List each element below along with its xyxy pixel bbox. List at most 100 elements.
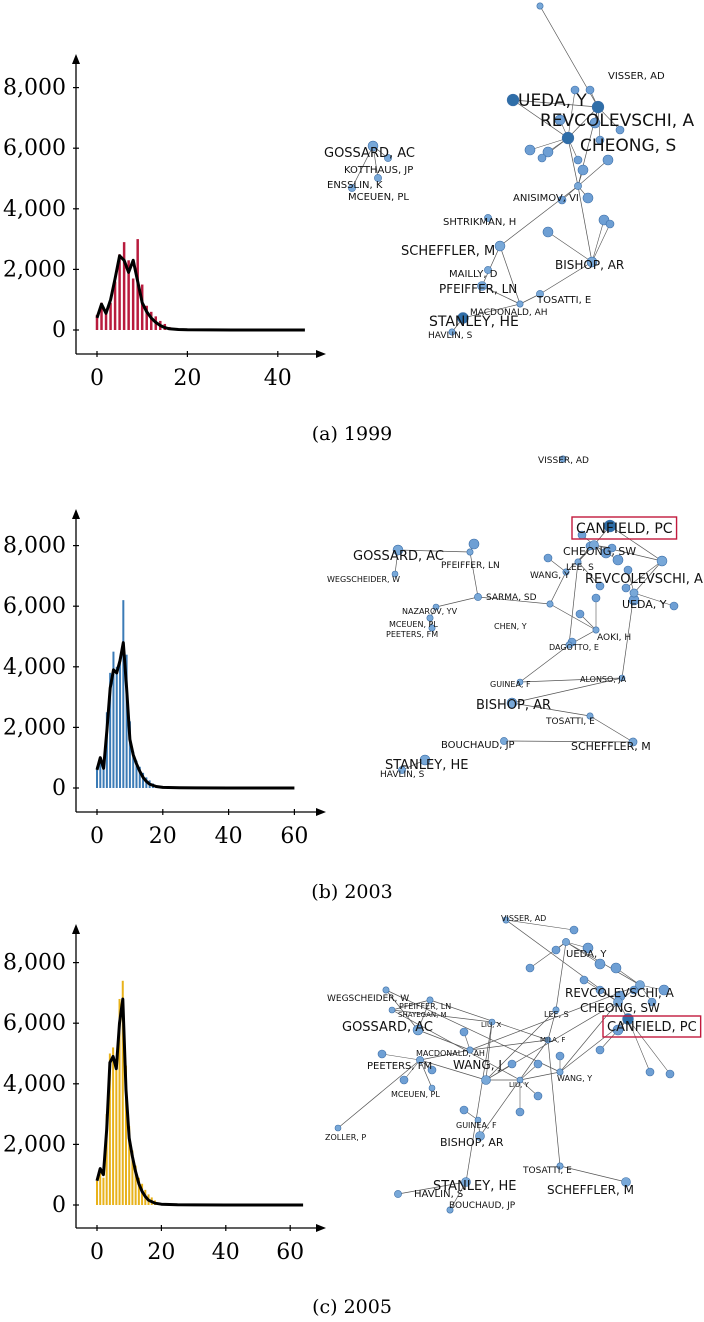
network-node xyxy=(546,600,554,608)
network-node xyxy=(502,916,510,924)
network-edge xyxy=(351,145,374,189)
histogram-bar xyxy=(115,666,118,788)
network-node xyxy=(573,155,583,165)
network-node xyxy=(621,1177,631,1187)
network-node-label: HAVLIN, S xyxy=(380,770,425,780)
network-node xyxy=(618,674,626,682)
network-edge xyxy=(627,1018,671,1075)
y-tick-label: 0 xyxy=(52,776,66,801)
network-node xyxy=(635,980,645,990)
network-node xyxy=(432,603,440,611)
network-node-label: PEETERS, FM xyxy=(367,1061,432,1072)
network-node-label: ANISIMOV, VI xyxy=(513,193,579,204)
network-node-label: CANFIELD, PC xyxy=(576,521,673,537)
network-node xyxy=(577,164,589,176)
x-axis-arrow xyxy=(316,808,326,816)
y-tick-label: 6,000 xyxy=(3,1011,66,1036)
network-node xyxy=(574,558,582,566)
histogram-bar xyxy=(128,721,131,788)
network-edge xyxy=(469,551,479,598)
network-node-label: VISSER, AD xyxy=(608,71,665,82)
histogram-bar xyxy=(149,311,153,330)
network-node-label: KOTTHAUS, JP xyxy=(344,165,413,176)
network-edge xyxy=(519,1071,561,1081)
network-edge xyxy=(381,1053,421,1061)
network-edge xyxy=(462,303,521,319)
histogram-bar xyxy=(118,998,121,1205)
network-edge xyxy=(449,1181,467,1211)
network-node-label: PFEIFFER, LN xyxy=(399,1002,451,1011)
histogram-bar xyxy=(128,1126,131,1205)
network-node-label: LIU, Y xyxy=(509,1081,530,1089)
network-node xyxy=(656,555,668,567)
network-edge xyxy=(547,1039,561,1167)
network-edge xyxy=(503,740,634,743)
network-node xyxy=(613,997,623,1007)
network-node-label: WANG, Y xyxy=(530,571,570,581)
network-edge xyxy=(567,137,579,187)
network-edge xyxy=(549,571,567,605)
network-edge xyxy=(593,544,663,562)
network-edge xyxy=(397,1181,467,1195)
highlight-box xyxy=(602,1015,702,1038)
histogram-bar xyxy=(102,1177,105,1205)
histogram-bar xyxy=(105,1114,108,1205)
network-edge xyxy=(485,1001,619,1081)
network-edge xyxy=(555,941,567,1011)
network-node xyxy=(394,1190,402,1198)
network-node xyxy=(516,678,524,686)
network-node-label: CHEN, Y xyxy=(494,622,527,631)
network-node xyxy=(533,1091,543,1101)
network-node-label: GOSSARD, AC xyxy=(353,549,444,564)
network-node xyxy=(416,1056,424,1064)
histogram-bar xyxy=(102,766,105,788)
network-node xyxy=(506,93,520,107)
network-edge xyxy=(417,1029,471,1051)
x-tick-label: 40 xyxy=(212,1240,240,1265)
network-edge xyxy=(469,984,641,1051)
network-node-label: SCHEFFLER, M xyxy=(401,244,495,259)
network-node-label: GUINEA, F xyxy=(456,1121,497,1130)
histogram-bar xyxy=(108,1053,111,1205)
x-tick-label: 60 xyxy=(276,1240,304,1265)
network-node-label: REVCOLEVSCHI, A xyxy=(565,986,675,1000)
network-node-label: UEDA, Y xyxy=(622,598,667,611)
network-node xyxy=(556,1068,564,1076)
network-node xyxy=(589,540,599,550)
network-node xyxy=(552,1006,560,1014)
network-node xyxy=(506,697,518,709)
histogram-bar xyxy=(99,1168,102,1205)
network-node xyxy=(551,945,561,955)
network-node xyxy=(621,583,631,593)
histogram-bar xyxy=(119,660,122,788)
histogram-bar xyxy=(127,260,130,330)
x-tick-label: 40 xyxy=(215,824,243,849)
network-node xyxy=(494,240,506,252)
network-node xyxy=(533,1059,543,1069)
network-node xyxy=(554,114,566,126)
network-node xyxy=(647,997,657,1007)
y-tick-label: 8,000 xyxy=(3,534,66,559)
network-edge xyxy=(481,245,501,287)
network-edge xyxy=(512,99,569,139)
network-node xyxy=(615,125,625,135)
y-tick-label: 8,000 xyxy=(3,76,66,101)
network-node-label: VISSER, AD xyxy=(538,456,589,466)
network-edge xyxy=(505,919,575,931)
histogram-bar xyxy=(137,1177,140,1205)
y-axis-arrow xyxy=(72,509,80,519)
network-node-label: VISSER, AD xyxy=(501,914,546,923)
histogram-bar xyxy=(100,302,103,330)
x-tick-label: 60 xyxy=(280,824,308,849)
network-node-label: WEGSCHEIDER, W xyxy=(327,994,409,1004)
histogram-bar xyxy=(135,760,138,788)
network-node-label: SCHEFFLER, M xyxy=(571,740,651,753)
network-node xyxy=(428,1084,436,1092)
network-node xyxy=(595,135,605,145)
network-node-label: BOUCHAUD, JP xyxy=(449,1201,516,1211)
network-node-label: NAZAROV, YV xyxy=(402,607,458,616)
network-node-label: REVCOLEVSCHI, A xyxy=(540,111,695,131)
network-edge xyxy=(391,999,431,1011)
x-tick-label: 40 xyxy=(264,366,292,391)
